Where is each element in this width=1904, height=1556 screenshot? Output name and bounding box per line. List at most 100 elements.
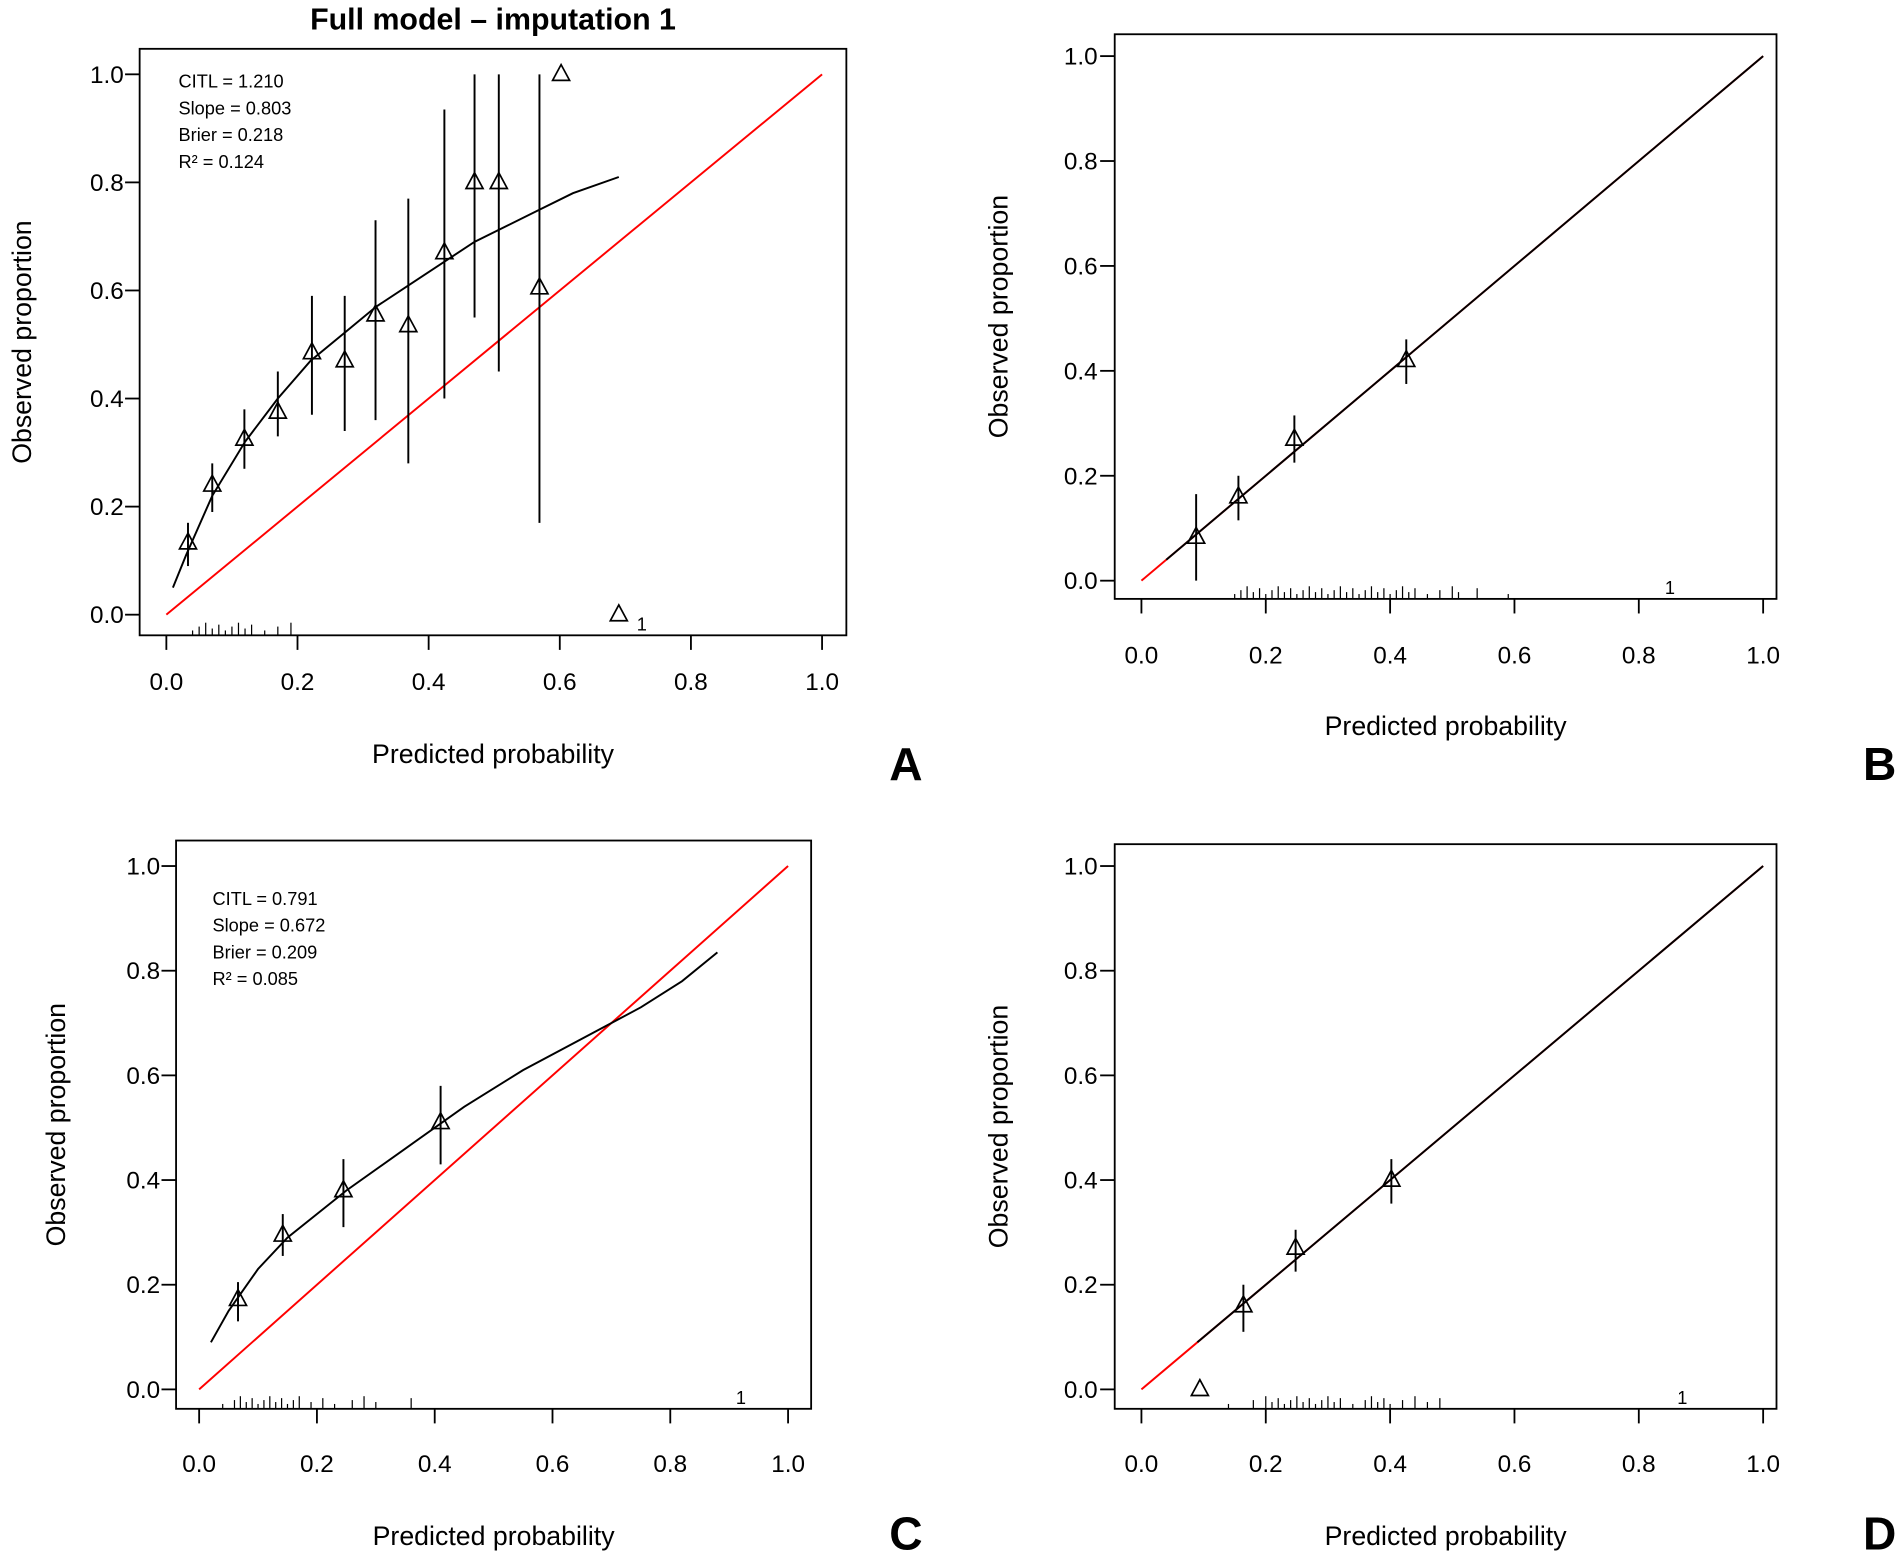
x-tick-label: 0.8 bbox=[1622, 1451, 1656, 1478]
rug-label: 1 bbox=[736, 1388, 746, 1408]
x-tick-label: 0.0 bbox=[182, 1451, 216, 1478]
x-tick-label: 0.8 bbox=[653, 1451, 687, 1478]
y-tick-label: 0.4 bbox=[1064, 358, 1098, 385]
y-axis-label: Observed proportion bbox=[41, 1003, 71, 1246]
x-tick-label: 0.4 bbox=[1373, 642, 1407, 669]
plot-frame bbox=[138, 47, 848, 637]
data-point-triangle bbox=[1233, 1294, 1254, 1313]
x-tick-label: 0.2 bbox=[300, 1451, 334, 1478]
plot-frame bbox=[175, 839, 813, 1410]
y-axis-label: Observed proportion bbox=[983, 195, 1013, 438]
x-tick-label: 1.0 bbox=[771, 1451, 805, 1478]
y-tick-label: 0.4 bbox=[90, 386, 124, 413]
panel-letter: D bbox=[1863, 1508, 1896, 1556]
data-point-triangle bbox=[1396, 348, 1417, 368]
data-point-triangle bbox=[1189, 1377, 1210, 1397]
data-point-triangle bbox=[1186, 525, 1207, 545]
data-point-triangle bbox=[267, 400, 288, 419]
data-point-triangle bbox=[302, 341, 322, 360]
data-point-triangle bbox=[234, 427, 255, 446]
chart-title: Full model – imputation 1 bbox=[310, 3, 676, 36]
x-tick-label: 1.0 bbox=[1746, 642, 1780, 669]
x-tick-label: 0.4 bbox=[1373, 1451, 1407, 1478]
x-tick-label: 0.6 bbox=[543, 669, 577, 696]
x-tick-label: 0.0 bbox=[1125, 642, 1159, 669]
y-tick-label: 0.8 bbox=[126, 958, 160, 985]
y-tick-label: 0.8 bbox=[90, 170, 124, 197]
panel-b: 0.0 0.2 0.4 0.6 0.8 1.0 0.0 0.2 0.4 0.6 0.8 1.0 Pred… bbox=[983, 33, 1896, 790]
panel-letter: B bbox=[1863, 738, 1896, 790]
y-tick-label: 0.2 bbox=[1064, 463, 1098, 490]
x-tick-label: 0.0 bbox=[149, 669, 183, 696]
y-tick-label: 0.0 bbox=[1064, 568, 1098, 595]
stat-text: CITL = 0.791 bbox=[213, 889, 318, 909]
y-tick-label: 0.8 bbox=[1064, 958, 1098, 985]
calibration-curve bbox=[1196, 865, 1764, 1344]
x-tick-label: 1.0 bbox=[1746, 1451, 1780, 1478]
stat-text: Brier = 0.218 bbox=[179, 125, 284, 145]
x-tick-label: 0.6 bbox=[536, 1451, 570, 1478]
data-point-triangle bbox=[333, 1179, 354, 1198]
x-tick-label: 0.0 bbox=[1125, 1451, 1159, 1478]
y-tick-label: 0.0 bbox=[1064, 1377, 1098, 1404]
data-point-triangle bbox=[365, 303, 386, 322]
y-axis-label: Observed proportion bbox=[983, 1005, 1013, 1248]
rug-label: 1 bbox=[1677, 1388, 1687, 1408]
x-tick-label: 0.6 bbox=[1498, 642, 1532, 669]
x-tick-label: 1.0 bbox=[805, 669, 839, 696]
data-point-triangle bbox=[551, 62, 572, 82]
y-tick-label: 0.8 bbox=[1064, 149, 1098, 176]
x-tick-label: 0.2 bbox=[1249, 1451, 1283, 1478]
y-tick-label: 0.2 bbox=[126, 1272, 160, 1299]
data-point-triangle bbox=[434, 241, 455, 260]
x-tick-label: 0.8 bbox=[1622, 642, 1656, 669]
y-tick-label: 0.2 bbox=[90, 494, 124, 521]
rug-label: 1 bbox=[637, 614, 647, 634]
stat-text: Slope = 0.803 bbox=[179, 98, 292, 118]
y-tick-label: 1.0 bbox=[126, 854, 160, 881]
data-point-triangle bbox=[529, 276, 550, 295]
data-point-triangle bbox=[464, 170, 485, 190]
x-tick-label: 0.2 bbox=[281, 669, 315, 696]
data-point-triangle bbox=[1284, 427, 1305, 446]
plot-frame bbox=[1113, 33, 1778, 600]
data-point-triangle bbox=[334, 349, 355, 368]
x-axis-label: Predicted probability bbox=[1325, 711, 1568, 741]
calibration-curve bbox=[1165, 55, 1764, 561]
data-point-triangle bbox=[1285, 1236, 1306, 1256]
x-tick-label: 0.6 bbox=[1498, 1451, 1532, 1478]
data-point-triangle bbox=[272, 1223, 293, 1242]
panel-d: 0.0 0.2 0.4 0.6 0.8 1.0 0.0 0.2 0.4 0.6 0.8 1.0 Pred… bbox=[983, 843, 1896, 1556]
data-point-triangle bbox=[488, 170, 509, 190]
stat-text: Brier = 0.209 bbox=[213, 942, 318, 962]
stat-text: CITL = 1.210 bbox=[179, 72, 284, 92]
x-tick-label: 0.2 bbox=[1249, 642, 1283, 669]
data-point-triangle bbox=[398, 314, 419, 333]
y-tick-label: 0.2 bbox=[1064, 1272, 1098, 1299]
y-tick-label: 0.0 bbox=[126, 1377, 160, 1404]
panel-c: 0.0 0.2 0.4 0.6 0.8 1.0 0.0 0.2 0.4 0.6 0.8 1.0 Pred… bbox=[41, 839, 923, 1556]
y-axis-label: Observed proportion bbox=[7, 220, 37, 463]
stat-text: R² = 0.124 bbox=[179, 152, 265, 172]
panel-letter: C bbox=[889, 1508, 922, 1556]
y-tick-label: 0.0 bbox=[90, 602, 124, 629]
y-tick-label: 0.4 bbox=[1064, 1168, 1098, 1195]
data-point-triangle bbox=[1228, 485, 1249, 504]
y-tick-label: 1.0 bbox=[90, 62, 124, 89]
x-tick-label: 0.4 bbox=[412, 669, 446, 696]
rug-label: 1 bbox=[1665, 578, 1675, 598]
data-point-triangle bbox=[1381, 1168, 1402, 1187]
panel-a: 0.0 0.2 0.4 0.6 0.8 1.0 0.0 0.2 0.4 0.6 0.8 1.0 Pred… bbox=[7, 3, 922, 789]
calibration-curve bbox=[172, 176, 620, 589]
data-point-triangle bbox=[608, 603, 629, 622]
data-point-triangle bbox=[430, 1110, 451, 1130]
x-axis-label: Predicted probability bbox=[372, 739, 615, 769]
panel-letter: A bbox=[889, 738, 922, 790]
reference-line bbox=[198, 865, 789, 1391]
x-axis-label: Predicted probability bbox=[1325, 1521, 1568, 1551]
y-tick-label: 0.6 bbox=[1064, 253, 1098, 280]
stat-text: R² = 0.085 bbox=[213, 969, 299, 989]
data-point-triangle bbox=[228, 1287, 248, 1307]
y-tick-label: 1.0 bbox=[1064, 854, 1098, 881]
